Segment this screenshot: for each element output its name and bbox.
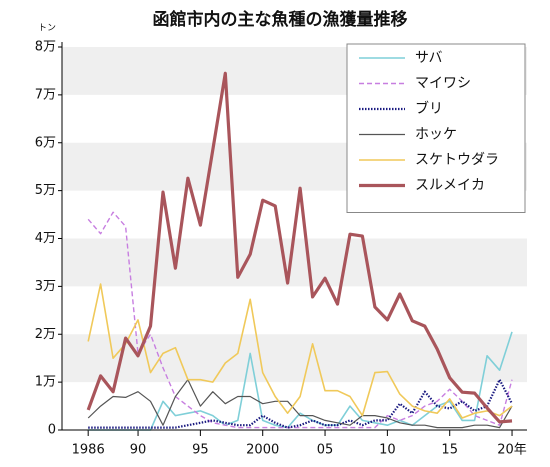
grid-band xyxy=(62,238,527,287)
legend-label: スケトウダラ xyxy=(415,152,499,168)
x-tick-label: 05 xyxy=(317,443,334,458)
y-tick-label: 2万 xyxy=(35,327,56,342)
y-tick-label: 8万 xyxy=(35,40,56,55)
y-tick-label: 4万 xyxy=(35,231,56,246)
x-tick-label: 20年 xyxy=(497,443,527,458)
y-tick-label: 7万 xyxy=(35,87,56,102)
y-unit: トン xyxy=(38,24,56,34)
y-tick-label: 6万 xyxy=(35,135,56,150)
legend-box xyxy=(346,43,526,213)
series-line xyxy=(87,283,513,419)
grid-band xyxy=(62,334,527,383)
y-tick-label: 5万 xyxy=(35,183,56,198)
legend-label: ブリ xyxy=(415,100,443,117)
series-line xyxy=(88,378,513,429)
x-tick-label: 15 xyxy=(441,443,458,458)
x-tick-label: 90 xyxy=(130,443,147,458)
legend-label: スルメイカ xyxy=(415,178,485,194)
legend-label: サバ xyxy=(415,50,442,66)
legend-label: ホッケ xyxy=(415,127,457,143)
series-line xyxy=(88,331,513,431)
x-tick-label: 95 xyxy=(192,443,209,458)
series-line xyxy=(87,379,513,429)
series-line xyxy=(86,71,513,424)
chart-title: 函館市内の主な魚種の漁獲量推移 xyxy=(153,9,408,30)
y-tick-label: 1万 xyxy=(35,375,56,390)
x-tick-label: 1986 xyxy=(72,443,105,458)
x-tick-label: 2000 xyxy=(246,443,279,458)
y-tick-label: 0 xyxy=(48,423,56,438)
y-tick-label: 3万 xyxy=(35,279,56,294)
x-tick-label: 10 xyxy=(379,443,396,458)
legend-label: マイワシ xyxy=(415,76,471,92)
